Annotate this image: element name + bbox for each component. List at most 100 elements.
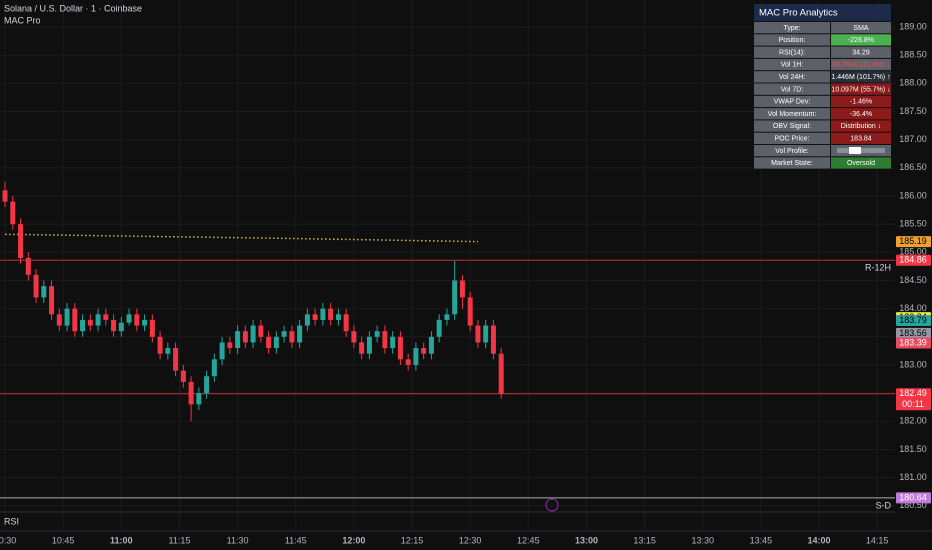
table-value: -36.4% (850, 111, 872, 118)
y-tick-label: 185.00 (899, 247, 927, 257)
x-tick-label: 13:15 (633, 535, 656, 545)
table-value: 39.741K (22.4%) ↓ (832, 62, 890, 69)
price-tag (896, 492, 931, 504)
price-tag (896, 337, 931, 349)
candle-body (436, 319, 442, 337)
table-label-cell (754, 157, 830, 169)
price-tag (896, 388, 931, 411)
table-label-cell (754, 58, 830, 71)
candle-body (428, 336, 434, 354)
x-tick-label: 11:45 (285, 535, 307, 545)
y-tick-label: 188.50 (899, 50, 927, 60)
y-tick-label: 187.50 (899, 106, 927, 116)
table-header (754, 4, 891, 21)
y-tick-label: 181.00 (899, 472, 927, 482)
table-value-cell (831, 34, 891, 46)
price-tag (896, 254, 931, 266)
candle-body (196, 393, 202, 405)
x-tick-label: 12:15 (401, 535, 424, 545)
candle-body (351, 331, 357, 343)
table-value-cell (831, 46, 891, 58)
countdown: 00:11 (902, 399, 924, 409)
table-label-cell (754, 83, 830, 95)
profile-marker (849, 147, 861, 154)
x-tick-label: 14:15 (866, 535, 889, 545)
price-tag-label: 185.19 (899, 236, 927, 246)
table-value: -226.8% (848, 37, 874, 44)
analytics-table: MAC Pro Analytics Type: SMA Position: -226.8… (754, 4, 891, 169)
table-label: VWAP Dev: (774, 99, 811, 106)
y-tick-label: 188.00 (899, 78, 927, 88)
candle-body (211, 359, 217, 377)
candle-body (273, 336, 279, 349)
x-tick-label: 13:45 (750, 535, 773, 545)
table-label: Vol 7D: (781, 86, 804, 93)
candle-body (204, 376, 210, 394)
candle-body (328, 308, 334, 320)
y-tick-label: 185.50 (899, 219, 927, 229)
price-tag (896, 314, 931, 326)
axes: 180.50181.00181.50182.00182.50183.00183.… (0, 21, 931, 545)
candle-body (49, 286, 55, 315)
candle-body (235, 331, 241, 349)
table-value-cell (831, 120, 891, 132)
candle-body (180, 370, 186, 382)
candle-body (390, 336, 396, 349)
candle-body (483, 325, 489, 343)
price-axis (895, 0, 932, 550)
price-tag-label: 183.79 (899, 315, 927, 325)
grid (0, 0, 895, 530)
level-label: R-12H (865, 263, 891, 273)
table-value-cell (831, 83, 891, 95)
plot (0, 181, 895, 499)
y-tick-label: 189.00 (899, 21, 927, 31)
table-label-cell (754, 71, 830, 83)
table-label-cell (754, 46, 830, 58)
x-tick-label: 11:15 (169, 535, 191, 545)
candle-body (382, 331, 388, 349)
price-tag-label: 180.64 (899, 492, 927, 502)
candle-body (219, 342, 225, 360)
candle-body (490, 325, 496, 354)
price-tag-label: 184.86 (899, 255, 927, 265)
candle-body (289, 331, 295, 343)
x-tick-label: 14:00 (808, 535, 831, 545)
price-tag (896, 236, 931, 248)
table-title: MAC Pro Analytics (759, 8, 838, 19)
candle-body (459, 280, 465, 298)
candle-body (157, 336, 163, 354)
table-label: RSI(14): (779, 49, 805, 56)
table-value: 183.84 (850, 136, 872, 143)
candle-body (10, 201, 16, 225)
table-label: Vol 1H: (781, 62, 804, 69)
price-tag-label: 183.39 (899, 337, 927, 347)
table-value: -1.46% (850, 99, 872, 106)
candle-body (111, 319, 117, 332)
x-tick-label: 10:45 (52, 535, 75, 545)
table-value-cell (831, 22, 891, 34)
table-label-cell (754, 120, 830, 132)
candle-body (64, 308, 70, 326)
candle-body (95, 314, 101, 326)
table-label: Market State: (771, 160, 813, 167)
candle-body (498, 353, 504, 394)
table-value-cell (831, 132, 891, 144)
event-icon[interactable] (545, 498, 559, 512)
table-value: Oversold (847, 160, 875, 167)
candle-body (25, 257, 31, 275)
price-tag-label: 183.56 (899, 328, 927, 338)
candle-body (266, 336, 272, 349)
candle-body (126, 314, 132, 323)
candle-body (366, 336, 372, 354)
y-tick-label: 186.50 (899, 162, 927, 172)
candle-body (258, 325, 264, 337)
x-tick-label: 10:30 (0, 535, 16, 545)
candle-body (56, 314, 62, 326)
y-tick-label: 184.00 (899, 303, 927, 313)
candle-body (312, 314, 318, 320)
candle-body (173, 348, 179, 371)
candle-body (80, 319, 86, 332)
x-tick-label: 12:45 (517, 535, 540, 545)
table-value: 10.097M (55.7%) ↓ (831, 86, 890, 93)
table-label-cell (754, 132, 830, 144)
